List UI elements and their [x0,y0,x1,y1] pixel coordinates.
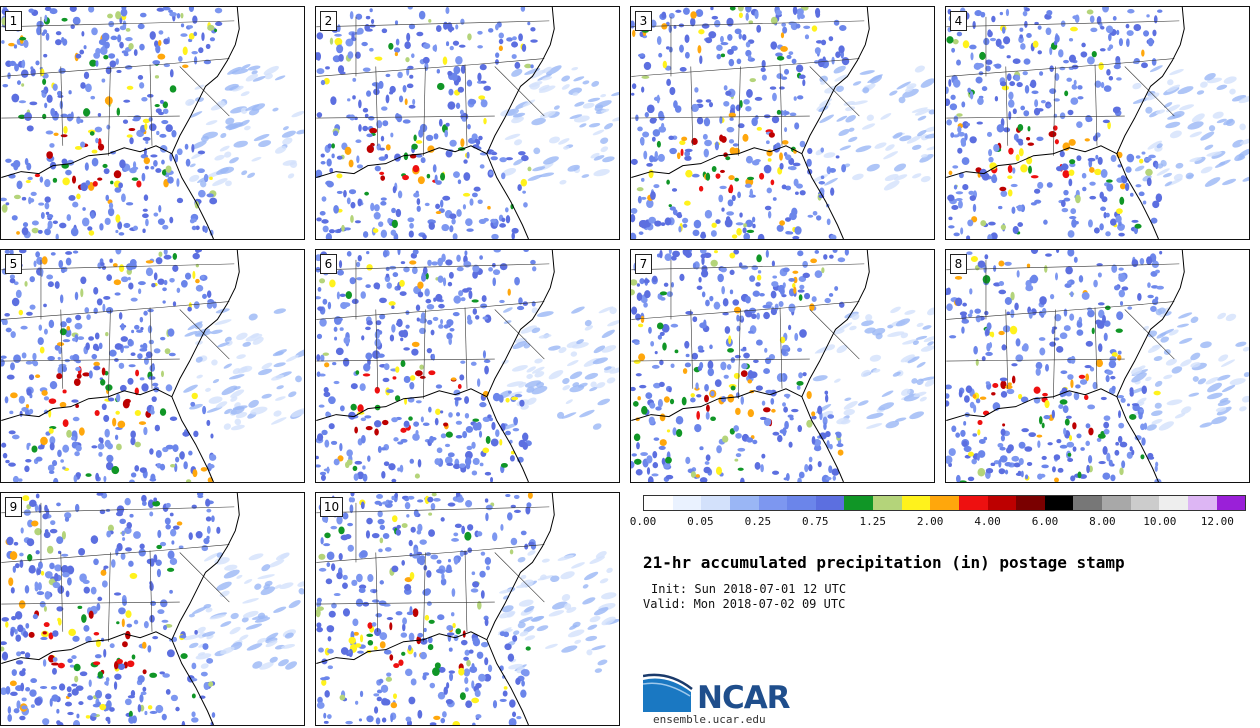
colorbar-swatch [987,496,1017,510]
colorbar-swatch [1216,496,1246,510]
stamp-panel-1: 1 [0,6,305,240]
panel-number: 5 [5,254,22,274]
colorbar-tick-label: 0.25 [744,515,772,528]
colorbar-swatch [1073,496,1102,510]
colorbar-swatch [815,496,845,510]
precip-map [1,250,304,482]
panel-number: 10 [320,497,343,517]
colorbar-swatch [1187,496,1217,510]
chart-title: 21-hr accumulated precipitation (in) pos… [643,553,1125,572]
colorbar [643,495,1246,511]
colorbar-swatch [1016,496,1045,510]
colorbar-swatch [930,496,959,510]
precip-map [946,7,1249,239]
stamp-panel-4: 4 [945,6,1250,240]
stamp-panel-3: 3 [630,6,935,240]
colorbar-tick-label: 0.05 [687,515,714,528]
colorbar-swatch [787,496,816,510]
colorbar-tick-label: 10.00 [1143,515,1177,528]
panel-number: 9 [5,497,22,517]
colorbar-swatch [1159,496,1188,510]
precip-map [1,7,304,239]
colorbar-swatch [758,496,788,510]
ncar-logo-icon [643,673,693,712]
panel-number: 1 [5,11,22,31]
precip-map [316,7,619,239]
stamp-panel-6: 6 [315,249,620,483]
stamp-panel-9: 9 [0,492,305,726]
stamp-panel-10: 10 [315,492,620,726]
precip-map [946,250,1249,482]
colorbar-swatch [644,496,673,510]
ensemble-url: ensemble.ucar.edu [653,713,766,726]
init-time: Init: Sun 2018-07-01 12 UTC [651,582,847,596]
valid-time: Valid: Mon 2018-07-02 09 UTC [643,597,846,611]
colorbar-swatch [1102,496,1131,510]
panel-number: 2 [320,11,337,31]
precip-map [316,250,619,482]
stamp-panel-2: 2 [315,6,620,240]
panel-number: 3 [635,11,652,31]
stamp-panel-5: 5 [0,249,305,483]
precip-map [1,493,304,725]
colorbar-ticks: 0.00 0.05 0.25 0.75 1.25 2.00 4.00 6.00 8.00 10.0… [630,511,1246,529]
colorbar-tick-label: 6.00 [1031,515,1059,528]
panel-number: 8 [950,254,967,274]
colorbar-tick-label: 12.00 [1200,515,1234,528]
colorbar-tick-label: 4.00 [974,515,1001,528]
colorbar-tick-label: 2.00 [916,515,944,528]
panel-number: 7 [635,254,652,274]
precip-map [316,493,619,725]
colorbar-tick-label: 1.25 [859,515,886,528]
colorbar-legend: 0.00 0.05 0.25 0.75 1.25 2.00 4.00 6.00 8.00 10.0… [630,495,1246,529]
colorbar-swatch [672,496,702,510]
panel-number: 6 [320,254,337,274]
colorbar-swatch [701,496,730,510]
colorbar-swatch [958,496,988,510]
precip-map [631,250,934,482]
colorbar-swatch [1044,496,1074,510]
colorbar-swatch [873,496,902,510]
colorbar-swatch [844,496,873,510]
stamp-panel-7: 7 [630,249,935,483]
colorbar-tick-label: 0.75 [802,515,829,528]
colorbar-tick-label: 0.00 [629,515,657,528]
colorbar-tick-label: 8.00 [1089,515,1116,528]
precip-map [631,7,934,239]
panel-number: 4 [950,11,967,31]
stamp-panel-8: 8 [945,249,1250,483]
colorbar-swatch [901,496,931,510]
colorbar-swatch [1130,496,1160,510]
colorbar-swatch [729,496,759,510]
ncar-logo-text: NCAR [697,680,791,716]
